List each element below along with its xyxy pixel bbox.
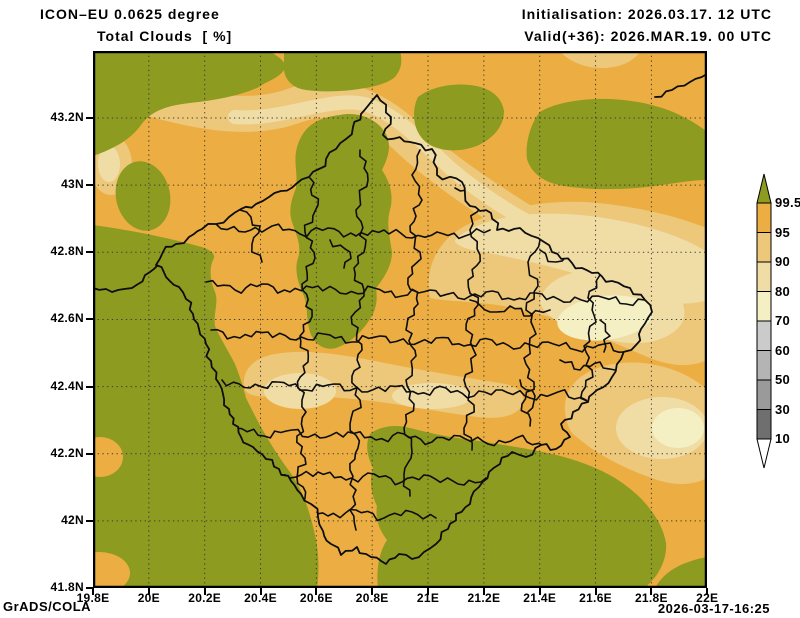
x-tick-mark bbox=[538, 588, 541, 595]
y-tick-label: 42.4N bbox=[50, 378, 84, 393]
colorbar-arrow-top bbox=[756, 173, 772, 204]
municipal-border bbox=[239, 209, 263, 263]
colorbar-segment bbox=[756, 291, 772, 322]
y-tick-label: 42.8N bbox=[50, 244, 84, 259]
x-tick-label: 20.2E bbox=[188, 591, 222, 605]
municipal-border-lines bbox=[205, 149, 646, 531]
neighbor-border-fragment bbox=[93, 265, 158, 293]
x-tick-mark bbox=[482, 588, 485, 595]
y-tick-mark bbox=[86, 318, 93, 321]
x-tick-label: 21E bbox=[416, 591, 440, 605]
colorbar-level-label: 70 bbox=[775, 313, 791, 328]
colorbar-level-label: 90 bbox=[775, 254, 791, 269]
init-time-label: Initialisation: 2026.03.17. 12 UTC bbox=[521, 6, 772, 22]
colorbar bbox=[756, 173, 772, 469]
municipal-border bbox=[469, 299, 551, 317]
colorbar-segment bbox=[756, 261, 772, 292]
x-tick-mark bbox=[92, 588, 94, 595]
colorbar-level-label: 60 bbox=[775, 342, 791, 358]
x-tick-mark bbox=[650, 588, 653, 595]
municipal-border bbox=[349, 149, 369, 531]
colorbar-segment bbox=[756, 379, 772, 410]
x-tick-label: 21.8E bbox=[634, 591, 668, 605]
x-tick-mark bbox=[147, 588, 150, 595]
model-title: ICON–EU 0.0625 degree bbox=[40, 6, 220, 22]
x-tick-mark bbox=[371, 588, 374, 595]
municipal-border bbox=[329, 239, 352, 269]
x-tick-mark bbox=[427, 588, 430, 595]
neighbor-border-fragment bbox=[654, 73, 707, 98]
colorbar-level-label: 10 bbox=[775, 431, 791, 446]
colorbar-segment bbox=[756, 202, 772, 233]
municipal-border bbox=[296, 177, 320, 516]
y-tick-label: 43N bbox=[61, 177, 84, 192]
y-tick-label: 43.2N bbox=[50, 110, 84, 124]
municipal-border bbox=[221, 379, 587, 401]
x-tick-mark bbox=[203, 588, 206, 595]
variable-title: Total Clouds [ %] bbox=[97, 28, 233, 44]
y-tick-mark bbox=[86, 452, 93, 455]
municipal-border bbox=[299, 507, 437, 522]
kosovo-outer-border bbox=[155, 94, 653, 565]
colorbar-segment bbox=[756, 320, 772, 351]
creation-timestamp: 2026-03-17-16:25 bbox=[657, 601, 770, 616]
x-tick-mark bbox=[594, 588, 597, 595]
municipal-border bbox=[210, 328, 626, 353]
colorbar-level-label: 30 bbox=[775, 401, 791, 417]
plot-frame bbox=[93, 51, 707, 588]
x-tick-label: 21.4E bbox=[523, 591, 557, 605]
x-tick-label: 20E bbox=[137, 591, 160, 605]
y-tick-label: 42N bbox=[61, 512, 84, 527]
y-tick-mark bbox=[86, 251, 93, 254]
colorbar-level-label: 50 bbox=[775, 372, 791, 387]
y-tick-label: 41.8N bbox=[50, 579, 84, 594]
x-tick-label: 22E bbox=[696, 591, 719, 605]
municipal-border bbox=[559, 359, 616, 371]
x-tick-label: 21.2E bbox=[467, 591, 501, 605]
x-tick-label: 21.6E bbox=[579, 591, 612, 605]
colorbar-segment bbox=[756, 409, 772, 440]
x-tick-mark bbox=[706, 588, 709, 595]
y-tick-mark bbox=[86, 385, 93, 388]
x-tick-label: 19.8E bbox=[76, 591, 110, 605]
x-tick-label: 20.8E bbox=[355, 591, 389, 605]
municipal-border bbox=[463, 204, 481, 451]
valid-time-label: Valid(+36): 2026.MAR.19. 00 UTC bbox=[524, 28, 772, 44]
x-tick-label: 20.6E bbox=[299, 591, 333, 605]
municipal-border bbox=[205, 279, 646, 307]
colorbar-level-label: 80 bbox=[775, 283, 791, 299]
x-tick-label: 20.4E bbox=[244, 591, 277, 605]
y-tick-label: 42.2N bbox=[50, 445, 84, 460]
x-tick-mark bbox=[315, 588, 318, 595]
colorbar-segment bbox=[756, 232, 772, 263]
municipal-border bbox=[579, 274, 601, 413]
cloud-fill-95-patches bbox=[93, 437, 130, 588]
colorbar-level-label: 99.5 bbox=[775, 195, 800, 210]
municipal-border bbox=[261, 468, 487, 486]
grads-credit-label: GrADS/COLA bbox=[3, 599, 92, 614]
colorbar-arrow-bottom bbox=[756, 438, 772, 469]
y-tick-mark bbox=[86, 184, 93, 187]
colorbar-segment bbox=[756, 350, 772, 381]
y-tick-mark bbox=[86, 519, 93, 522]
y-tick-mark bbox=[86, 586, 93, 589]
municipal-border bbox=[599, 319, 611, 353]
municipal-border bbox=[235, 427, 545, 447]
y-tick-mark bbox=[86, 117, 93, 119]
colorbar-level-label: 95 bbox=[775, 224, 791, 240]
y-tick-label: 42.6N bbox=[50, 311, 84, 326]
country-border-lines bbox=[93, 73, 707, 565]
map-plot bbox=[93, 51, 707, 588]
x-tick-mark bbox=[259, 588, 262, 595]
municipal-border bbox=[215, 223, 491, 240]
municipal-border bbox=[519, 379, 536, 413]
cloud-fill-70-regions bbox=[557, 295, 704, 448]
